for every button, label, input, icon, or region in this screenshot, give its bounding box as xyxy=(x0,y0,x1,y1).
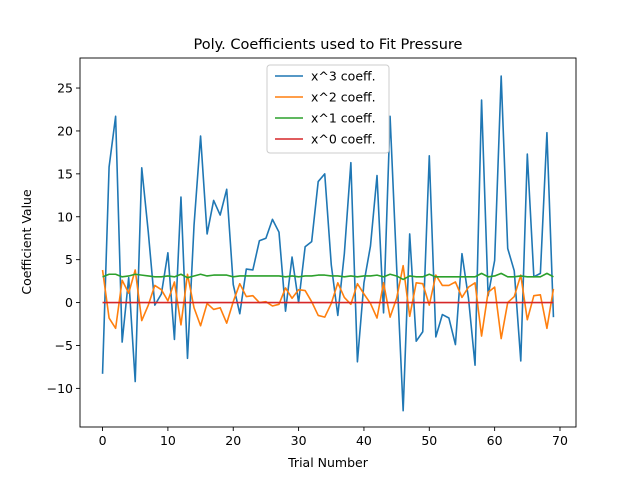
y-axis-label: Coefficient Value xyxy=(19,189,34,295)
y-tick-label: 15 xyxy=(57,166,73,181)
plot-area: 0 10 20 30 40 50 60 70 −10 −5 0 5 10 15 20 25 xyxy=(47,57,577,448)
x-tick-label: 50 xyxy=(421,433,437,448)
y-tick-label: −10 xyxy=(47,381,73,396)
legend-box xyxy=(266,64,390,154)
y-tick-label: 5 xyxy=(65,252,73,267)
legend-label: x^3 coeff. xyxy=(311,69,376,84)
legend-label: x^0 coeff. xyxy=(311,132,376,147)
legend: x^3 coeff. x^2 coeff. x^1 coeff. x^0 coeff. xyxy=(266,64,390,154)
series-line-x-2-coeff xyxy=(101,264,555,340)
x-axis-label: Trial Number xyxy=(287,455,369,470)
chart-title: Poly. Coefficients used to Fit Pressure xyxy=(194,37,463,53)
series-layer xyxy=(101,75,555,412)
y-tick-label: 0 xyxy=(65,295,73,310)
y-tick-label: 25 xyxy=(57,81,73,96)
y-tick-label: −5 xyxy=(55,338,73,353)
legend-label: x^1 coeff. xyxy=(311,111,376,126)
x-tick-label: 10 xyxy=(160,433,176,448)
x-tick-label: 30 xyxy=(291,433,307,448)
y-axis-ticks: −10 −5 0 5 10 15 20 25 xyxy=(47,81,80,396)
x-tick-label: 0 xyxy=(99,433,107,448)
y-tick-label: 10 xyxy=(57,209,73,224)
x-tick-label: 40 xyxy=(356,433,372,448)
x-tick-label: 20 xyxy=(225,433,241,448)
y-tick-label: 20 xyxy=(57,123,73,138)
series-line-x-3-coeff xyxy=(101,75,555,412)
legend-label: x^2 coeff. xyxy=(311,90,376,105)
axes-frame xyxy=(79,57,577,428)
series-line-x-1-coeff xyxy=(102,272,554,281)
x-tick-label: 60 xyxy=(487,433,503,448)
x-axis-ticks: 0 10 20 30 40 50 60 70 xyxy=(99,427,568,448)
x-tick-label: 70 xyxy=(552,433,568,448)
